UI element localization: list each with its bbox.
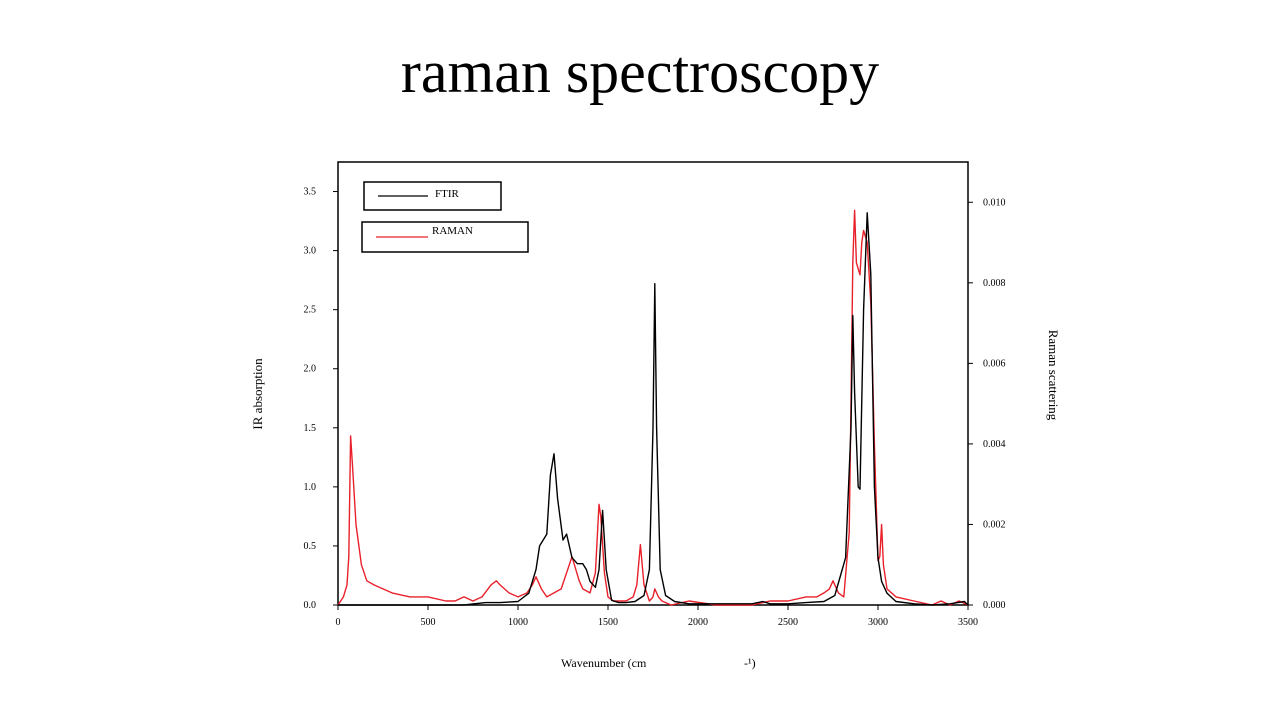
y-right-tick-label: 0.004 xyxy=(983,439,1006,450)
x-tick-label: 1000 xyxy=(508,617,528,628)
legend-label-ftir: FTIR xyxy=(435,188,460,200)
x-tick-label: 2000 xyxy=(688,617,708,628)
x-tick-label: 3500 xyxy=(958,617,978,628)
y-left-tick-label: 3.5 xyxy=(304,187,317,198)
legend-label-raman: RAMAN xyxy=(432,225,473,237)
y-right-tick-label: 0.008 xyxy=(983,278,1006,289)
y-right-tick-label: 0.010 xyxy=(983,197,1006,208)
y-left-tick-label: 2.5 xyxy=(304,305,317,316)
y-left-tick-label: 0.0 xyxy=(304,600,317,611)
x-tick-label: 3000 xyxy=(868,617,888,628)
legend-box-ftir xyxy=(363,181,502,211)
y-axis-right-label: Raman scattering xyxy=(1046,330,1061,421)
right-axis-ticks: 0.000 0.002 0.004 0.006 0.008 0.010 xyxy=(968,197,1006,611)
y-left-tick-label: 1.0 xyxy=(304,482,317,493)
x-tick-label: 0 xyxy=(336,617,341,628)
x-tick-label: 500 xyxy=(421,617,436,628)
x-tick-label: 2500 xyxy=(778,617,798,628)
y-right-tick-label: 0.006 xyxy=(983,358,1006,369)
y-left-tick-label: 1.5 xyxy=(304,423,317,434)
series-line-ftir xyxy=(338,212,969,606)
series-line-raman xyxy=(337,209,969,606)
series-layer xyxy=(337,209,969,606)
plot-frame xyxy=(337,161,969,606)
x-axis-label: Wavenumber (cm xyxy=(561,656,647,670)
x-axis-label-suffix: -¹) xyxy=(744,656,756,670)
x-tick-label: 1500 xyxy=(598,617,618,628)
slide-title: raman spectroscopy xyxy=(400,39,880,105)
y-left-tick-label: 3.0 xyxy=(304,246,317,257)
y-axis-left-label: IR absorption xyxy=(250,358,265,430)
y-right-tick-label: 0.002 xyxy=(983,519,1006,530)
legend: FTIR RAMAN xyxy=(361,181,529,253)
x-axis-ticks: 0 500 1000 1500 2000 2500 3000 3500 xyxy=(336,605,978,628)
left-axis-ticks: 0.0 0.5 1.0 1.5 2.0 2.5 3.0 3.5 xyxy=(304,187,338,611)
y-left-tick-label: 2.0 xyxy=(304,364,317,375)
y-left-tick-label: 0.5 xyxy=(304,541,317,552)
y-right-tick-label: 0.000 xyxy=(983,600,1006,611)
